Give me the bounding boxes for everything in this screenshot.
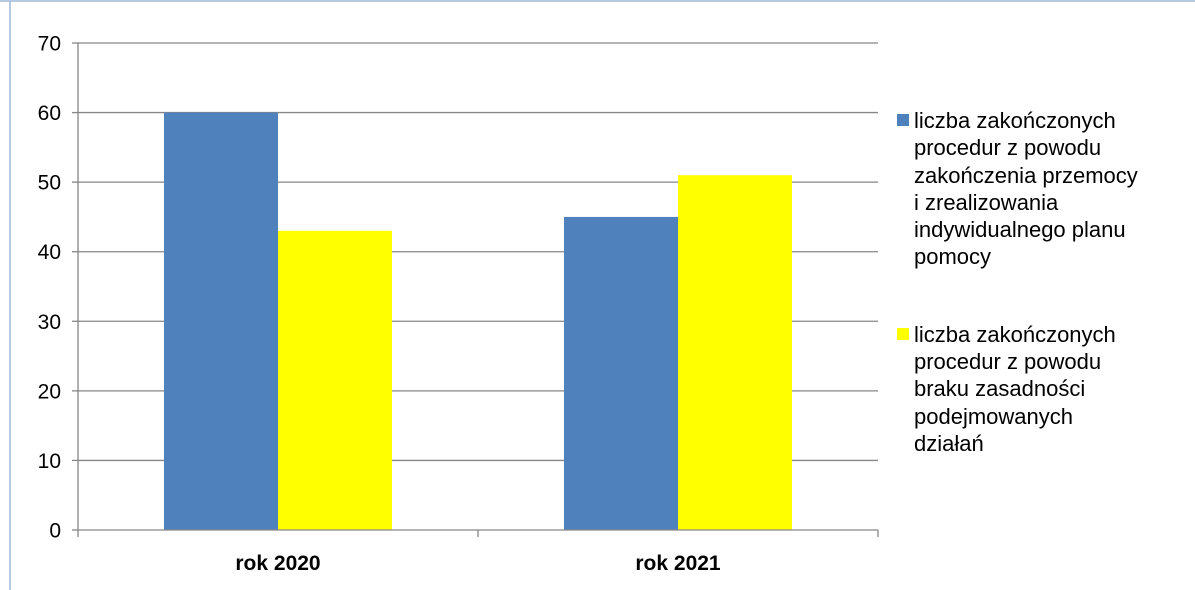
legend-line: pomocy <box>914 244 992 270</box>
y-tick-label: 30 <box>38 311 61 334</box>
legend-line: zakończenia przemocy <box>914 162 1138 188</box>
legend-line: działań <box>914 430 984 456</box>
legend-line: procedur z powodu <box>914 135 1102 161</box>
y-tick-label: 50 <box>38 172 61 195</box>
legend-item-series-2: liczba zakończonych procedur z powodu br… <box>888 321 1188 457</box>
bar <box>678 175 792 530</box>
axes <box>72 42 879 537</box>
legend-swatch-series-2 <box>897 327 909 340</box>
legend-item-series-1: liczba zakończonych procedur z powodu za… <box>888 107 1188 271</box>
legend-line: podejmowanych <box>914 403 1073 429</box>
legend-line: braku zasadności <box>914 376 1086 402</box>
y-tick-label: 10 <box>38 450 61 473</box>
y-tick-label: 70 <box>38 33 61 56</box>
y-tick-label: 60 <box>38 102 61 125</box>
y-tick-label: 20 <box>38 380 61 403</box>
legend-label-series-1: liczba zakończonych procedur z powodu za… <box>914 107 1188 271</box>
legend-line: liczba zakończonych <box>914 321 1116 347</box>
legend-label-series-2: liczba zakończonych procedur z powodu br… <box>914 321 1188 457</box>
bar <box>164 112 278 531</box>
bar <box>278 230 392 531</box>
legend-line: liczba zakończonych <box>914 108 1116 133</box>
legend: liczba zakończonych procedur z powodu za… <box>888 107 1188 457</box>
tick-labels: 0 10 20 30 40 50 60 70 rok 2020 rok 2021 <box>38 33 721 576</box>
legend-line: procedur z powodu <box>914 349 1102 375</box>
x-tick-label: rok 2021 <box>635 552 721 575</box>
legend-line: indywidualnego planu <box>914 217 1126 243</box>
y-tick-label: 40 <box>38 241 61 264</box>
x-tick-label: rok 2020 <box>235 552 320 575</box>
bar <box>564 216 678 530</box>
legend-line: i zrealizowania <box>914 189 1059 215</box>
y-tick-label: 0 <box>49 520 61 543</box>
bars <box>164 112 792 531</box>
legend-swatch-series-1 <box>897 114 909 126</box>
